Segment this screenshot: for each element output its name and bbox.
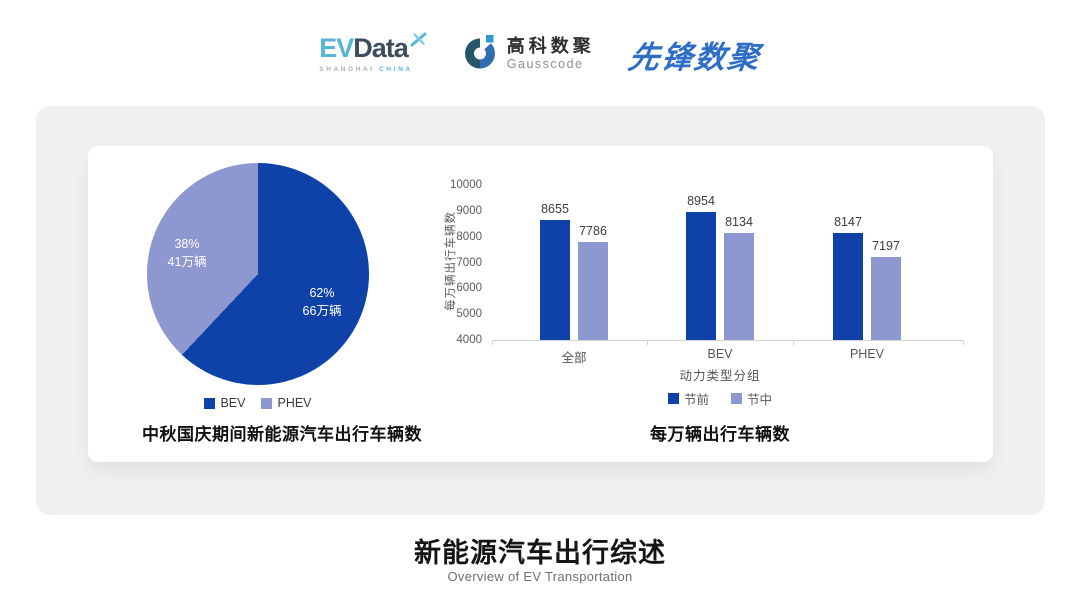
- evdata-logo-ev-text: EV: [319, 33, 354, 63]
- pie-slice-label-phev: 38% 41万辆: [145, 235, 229, 271]
- bar-value-label: 8134: [725, 215, 753, 230]
- pie-legend: BEV PHEV: [147, 396, 369, 410]
- bar-legend-label-pre: 节前: [683, 393, 709, 407]
- y-axis-tick-label: 5000: [456, 308, 482, 321]
- bar-value-label: 8954: [687, 194, 715, 209]
- pie-legend-swatch-phev: [261, 397, 273, 409]
- pie-legend-label-bev: BEV: [220, 396, 246, 410]
- bar-节前-PHEV: [833, 232, 863, 340]
- pie-phev-amount: 41万辆: [167, 255, 207, 270]
- page-title: 新能源汽车出行综述: [414, 538, 666, 568]
- x-axis-category-label: BEV: [707, 347, 733, 361]
- bar-legend-item-mid: 节中: [731, 389, 772, 408]
- pie-legend-label-phev: PHEV: [277, 396, 312, 410]
- pie-phev-percent: 38%: [174, 237, 200, 251]
- bar-节中-全部: [578, 242, 608, 340]
- pie-chart-title: 中秋国庆期间新能源汽车出行车辆数: [142, 425, 422, 444]
- charts-card: 38% 41万辆 62% 66万辆 BEV PHEV 中秋国庆期间新能源汽车出行…: [88, 146, 993, 462]
- bar-value-label: 7786: [579, 224, 607, 239]
- y-axis-tick-label: 4000: [456, 334, 482, 346]
- x-axis-category-label: 全部: [561, 351, 587, 365]
- bar-legend: 节前 节中: [600, 389, 840, 408]
- header-logo-bar: EV Data SHANGHAI CHINA 高科数聚 Gausscode: [0, 20, 1080, 88]
- bar-节中-BEV: [724, 233, 754, 340]
- bar-legend-label-mid: 节中: [747, 393, 773, 407]
- evdata-x-icon: [410, 31, 427, 52]
- bar-节中-PHEV: [871, 257, 901, 340]
- evdata-tagline: SHANGHAI CHINA: [319, 66, 412, 73]
- evdata-tagline-shanghai: SHANGHAI: [319, 66, 375, 73]
- x-axis-tick: [492, 340, 493, 345]
- x-axis-tick: [647, 340, 648, 345]
- gausscode-logo-icon: [461, 32, 499, 77]
- bar-chart-title: 每万辆出行车辆数: [650, 425, 790, 444]
- x-axis-tick: [963, 340, 964, 345]
- x-axis-title: 动力类型分组: [679, 369, 761, 383]
- bar-value-label: 7197: [872, 239, 900, 254]
- bar-chart: 每万辆出行车辆数 动力类型分组 节前 节中 每万辆出行车辆数 4000 5000 6…: [88, 146, 993, 462]
- x-axis-tick: [793, 340, 794, 345]
- bar-节前-BEV: [686, 212, 716, 340]
- pie-legend-item-phev: PHEV: [261, 396, 312, 410]
- bar-value-label: 8147: [834, 214, 862, 229]
- evdata-tagline-china: CHINA: [379, 66, 413, 73]
- pie-bev-amount: 66万辆: [302, 304, 342, 319]
- pie-bev-percent: 62%: [309, 286, 335, 300]
- evdata-logo-data-text: Data: [353, 33, 409, 63]
- x-axis-line: [492, 340, 963, 341]
- y-axis-tick-label: 7000: [456, 256, 482, 269]
- y-axis-tick-label: 6000: [456, 282, 482, 295]
- pioneer-logo: 先锋数聚: [625, 39, 763, 75]
- gausscode-logo: 高科数聚 Gausscode: [461, 32, 595, 77]
- page-subtitle: Overview of EV Transportation: [447, 569, 633, 584]
- evdata-logo: EV Data SHANGHAI CHINA: [319, 32, 427, 73]
- pie-legend-swatch-bev: [204, 397, 216, 409]
- bar-legend-item-pre: 节前: [667, 389, 709, 408]
- x-axis-category-label: PHEV: [849, 347, 885, 361]
- bar-legend-swatch-mid: [731, 393, 742, 404]
- pie-legend-item-bev: BEV: [204, 396, 245, 410]
- gausscode-name-en: Gausscode: [506, 57, 584, 72]
- y-axis-tick-label: 10000: [450, 179, 482, 191]
- bar-legend-swatch-pre: [667, 393, 679, 404]
- pie-chart: 38% 41万辆 62% 66万辆: [147, 163, 369, 385]
- gausscode-name-cn: 高科数聚: [506, 36, 595, 57]
- y-axis-tick-label: 9000: [456, 204, 482, 217]
- bar-节前-全部: [540, 219, 570, 340]
- bar-value-label: 8655: [541, 201, 569, 216]
- y-axis-tick-label: 8000: [456, 230, 482, 243]
- pie-slice-label-bev: 62% 66万辆: [280, 284, 364, 320]
